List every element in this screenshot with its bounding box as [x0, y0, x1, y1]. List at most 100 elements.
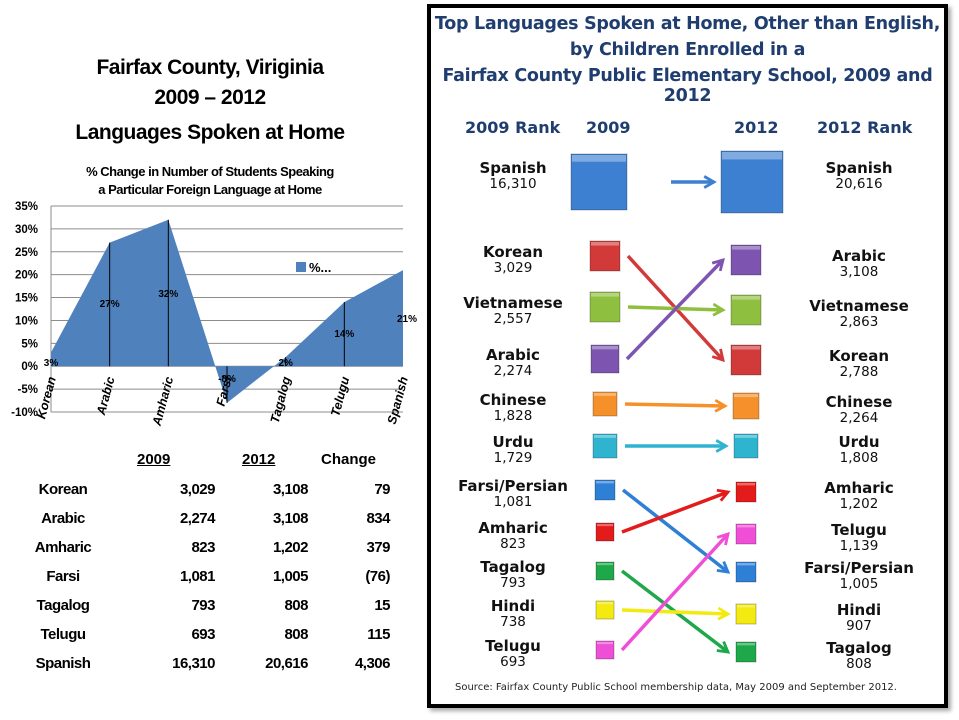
flow-arrow-amharic — [621, 488, 731, 534]
table-cell-y2012: 3,108 — [272, 510, 309, 527]
square-2009-korean — [589, 240, 621, 272]
col-header-2009: 2009 — [586, 118, 631, 137]
square-2009-vietnamese-highlight — [591, 293, 619, 297]
rank-2009-farsipersian: Farsi/Persian 1,081 — [443, 478, 583, 510]
square-2012-vietnamese-highlight — [732, 296, 760, 300]
language-name: Vietnamese — [809, 297, 909, 315]
table-cell-y2009: 823 — [191, 539, 215, 556]
col-header-2012: 2012 — [734, 118, 779, 137]
chart-title-line2: a Particular Foreign Language at Home — [98, 182, 322, 197]
square-2012-korean — [730, 344, 762, 376]
rank-2009-chinese: Chinese 1,828 — [443, 392, 583, 424]
table-row-language: Korean — [38, 481, 88, 498]
square-2012-telugu — [735, 523, 757, 545]
language-name: Chinese — [825, 393, 893, 411]
square-2012-hindi-highlight — [737, 605, 755, 608]
y-tick-label: -10% — [11, 407, 38, 419]
rank-2012-hindi: Hindi 907 — [789, 602, 929, 634]
square-2012-hindi — [735, 603, 757, 625]
x-tick-label: Amharic — [150, 375, 177, 428]
language-count: 2,274 — [493, 363, 533, 379]
language-count: 1,139 — [839, 538, 879, 554]
rank-2012-vietnamese: Vietnamese 2,863 — [789, 298, 929, 330]
square-2009-chinese — [592, 391, 618, 417]
square-2009-korean-highlight — [591, 242, 619, 246]
language-name: Urdu — [492, 433, 534, 451]
page-title-line1: Fairfax County, Viriginia — [96, 56, 324, 79]
table-cell-y2009: 16,310 — [172, 655, 215, 672]
rank-2012-tagalog: Tagalog 808 — [789, 640, 929, 672]
square-2012-tagalog-highlight — [737, 643, 755, 646]
col-header-2012-rank: 2012 Rank — [817, 118, 913, 137]
square-2009-arabic-highlight — [592, 346, 618, 350]
flow-arrow-telugu — [620, 531, 730, 652]
language-count: 3,108 — [839, 264, 879, 280]
y-tick-label: 30% — [15, 224, 38, 236]
percent-change-area-chart: -10% -5% 0% 5% 10% 15% 20% 25% 30% 35% Korean Arab… — [11, 201, 417, 428]
square-2012-farsipersian — [735, 561, 757, 583]
rank-2009-korean: Korean 3,029 — [443, 244, 583, 276]
language-name: Amharic — [478, 519, 548, 537]
table-row-language: Spanish — [35, 655, 91, 672]
table-cell-y2009: 3,029 — [179, 481, 216, 498]
language-count: 1,828 — [493, 408, 533, 424]
language-count: 738 — [500, 614, 526, 630]
square-2009-tagalog-highlight — [597, 563, 613, 566]
table-cell-y2012: 20,616 — [265, 655, 308, 672]
rank-2009-amharic: Amharic 823 — [443, 520, 583, 552]
table-header-change: Change — [321, 451, 377, 468]
panel-title-line2: by Children Enrolled in a — [569, 40, 806, 60]
y-tick-label: 10% — [15, 315, 38, 327]
language-name: Tagalog — [480, 558, 546, 576]
language-count: 1,081 — [493, 494, 533, 510]
table-cell-y2012: 3,108 — [272, 481, 309, 498]
y-tick-label: 0% — [21, 361, 38, 373]
table-cell-y2009: 1,081 — [179, 568, 216, 585]
legend-label: %... — [309, 260, 331, 275]
x-tick-label: Korean — [34, 375, 59, 421]
language-count: 1,005 — [839, 576, 879, 592]
rank-2009-tagalog: Tagalog 793 — [443, 559, 583, 591]
square-2009-hindi — [595, 600, 615, 620]
rank-2009-arabic: Arabic 2,274 — [443, 347, 583, 379]
language-name: Farsi/Persian — [804, 559, 914, 577]
language-count: 20,616 — [835, 176, 883, 192]
rank-2009-urdu: Urdu 1,729 — [443, 434, 583, 466]
table-cell-y2012: 808 — [284, 597, 308, 614]
language-name: Tagalog — [826, 639, 892, 657]
square-2012-urdu-highlight — [735, 435, 757, 438]
language-count: 907 — [846, 618, 872, 634]
language-name: Amharic — [824, 479, 894, 497]
table-cell-y2012: 808 — [284, 626, 308, 643]
square-2012-chinese-highlight — [734, 394, 758, 398]
x-tick-label: Tagalog — [268, 375, 294, 425]
language-count: 1,729 — [493, 450, 533, 466]
rank-2012-amharic: Amharic 1,202 — [789, 480, 929, 512]
table-cell-change: 4,306 — [354, 655, 391, 672]
y-tick-label: 5% — [21, 338, 38, 350]
square-2012-telugu-highlight — [737, 525, 755, 528]
square-2009-spanish-highlight — [572, 155, 626, 162]
square-2009-telugu — [595, 640, 615, 660]
data-label: 32% — [158, 289, 178, 300]
square-2012-arabic-highlight — [732, 246, 760, 250]
square-2009-hindi-highlight — [597, 602, 613, 605]
rank-2012-urdu: Urdu 1,808 — [789, 434, 929, 466]
square-2012-spanish-highlight — [722, 152, 782, 160]
language-count: 2,788 — [839, 364, 879, 380]
flow-arrow-farsipersian — [621, 488, 731, 574]
rank-2012-chinese: Chinese 2,264 — [789, 394, 929, 426]
table-cell-y2009: 793 — [191, 597, 215, 614]
language-count: 16,310 — [489, 176, 537, 192]
language-name: Arabic — [832, 247, 886, 265]
square-2012-tagalog — [735, 641, 757, 663]
rank-flow-diagram — [570, 150, 784, 663]
square-2012-korean-highlight — [732, 346, 760, 350]
y-tick-label: 35% — [15, 201, 38, 213]
square-2012-vietnamese — [730, 294, 762, 326]
panel-title-line3: Fairfax County Public Elementary School,… — [442, 66, 933, 106]
square-2009-vietnamese — [589, 291, 621, 323]
data-label: 21% — [397, 314, 417, 325]
data-label: -8% — [218, 374, 236, 385]
language-count: 3,029 — [493, 260, 533, 276]
